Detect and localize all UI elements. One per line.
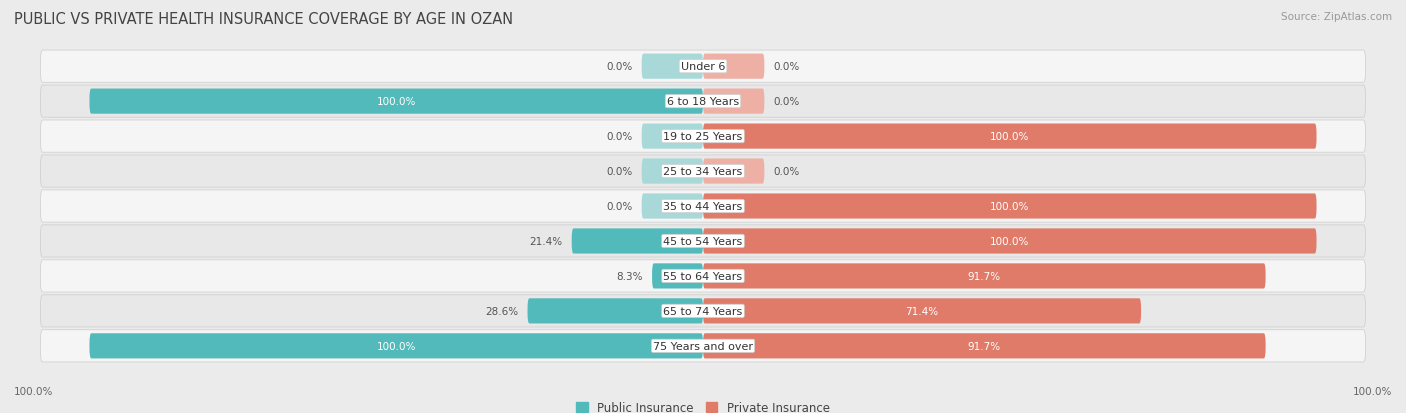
FancyBboxPatch shape: [703, 194, 1316, 219]
FancyBboxPatch shape: [41, 295, 1365, 327]
FancyBboxPatch shape: [41, 260, 1365, 292]
Text: 100.0%: 100.0%: [377, 97, 416, 107]
FancyBboxPatch shape: [703, 263, 1265, 289]
Text: 55 to 64 Years: 55 to 64 Years: [664, 271, 742, 281]
FancyBboxPatch shape: [703, 124, 1316, 150]
Text: 100.0%: 100.0%: [377, 341, 416, 351]
FancyBboxPatch shape: [41, 225, 1365, 257]
Text: 28.6%: 28.6%: [485, 306, 519, 316]
Text: 0.0%: 0.0%: [606, 132, 633, 142]
FancyBboxPatch shape: [41, 86, 1365, 118]
FancyBboxPatch shape: [652, 263, 703, 289]
FancyBboxPatch shape: [641, 55, 703, 80]
Text: 91.7%: 91.7%: [967, 341, 1001, 351]
Text: 100.0%: 100.0%: [990, 236, 1029, 247]
Text: 65 to 74 Years: 65 to 74 Years: [664, 306, 742, 316]
FancyBboxPatch shape: [41, 156, 1365, 188]
FancyBboxPatch shape: [641, 124, 703, 150]
FancyBboxPatch shape: [41, 51, 1365, 83]
FancyBboxPatch shape: [703, 89, 765, 114]
Text: 100.0%: 100.0%: [990, 202, 1029, 211]
Text: 0.0%: 0.0%: [606, 62, 633, 72]
Text: 71.4%: 71.4%: [905, 306, 939, 316]
FancyBboxPatch shape: [703, 299, 1142, 324]
Text: 45 to 54 Years: 45 to 54 Years: [664, 236, 742, 247]
Text: 100.0%: 100.0%: [990, 132, 1029, 142]
FancyBboxPatch shape: [703, 229, 1316, 254]
FancyBboxPatch shape: [41, 330, 1365, 362]
Text: 0.0%: 0.0%: [606, 202, 633, 211]
Text: 8.3%: 8.3%: [616, 271, 643, 281]
Text: 35 to 44 Years: 35 to 44 Years: [664, 202, 742, 211]
Text: 0.0%: 0.0%: [773, 166, 800, 177]
FancyBboxPatch shape: [703, 55, 765, 80]
FancyBboxPatch shape: [572, 229, 703, 254]
FancyBboxPatch shape: [703, 333, 1265, 358]
Text: 21.4%: 21.4%: [530, 236, 562, 247]
Text: Source: ZipAtlas.com: Source: ZipAtlas.com: [1281, 12, 1392, 22]
FancyBboxPatch shape: [41, 190, 1365, 223]
FancyBboxPatch shape: [641, 159, 703, 184]
Text: 6 to 18 Years: 6 to 18 Years: [666, 97, 740, 107]
Text: 0.0%: 0.0%: [773, 62, 800, 72]
Text: Under 6: Under 6: [681, 62, 725, 72]
Text: 100.0%: 100.0%: [1353, 387, 1392, 396]
Text: PUBLIC VS PRIVATE HEALTH INSURANCE COVERAGE BY AGE IN OZAN: PUBLIC VS PRIVATE HEALTH INSURANCE COVER…: [14, 12, 513, 27]
Text: 75 Years and over: 75 Years and over: [652, 341, 754, 351]
FancyBboxPatch shape: [527, 299, 703, 324]
Text: 91.7%: 91.7%: [967, 271, 1001, 281]
Legend: Public Insurance, Private Insurance: Public Insurance, Private Insurance: [576, 401, 830, 413]
FancyBboxPatch shape: [90, 333, 703, 358]
FancyBboxPatch shape: [641, 194, 703, 219]
FancyBboxPatch shape: [703, 159, 765, 184]
FancyBboxPatch shape: [41, 121, 1365, 153]
Text: 25 to 34 Years: 25 to 34 Years: [664, 166, 742, 177]
Text: 100.0%: 100.0%: [14, 387, 53, 396]
Text: 19 to 25 Years: 19 to 25 Years: [664, 132, 742, 142]
Text: 0.0%: 0.0%: [606, 166, 633, 177]
Text: 0.0%: 0.0%: [773, 97, 800, 107]
FancyBboxPatch shape: [90, 89, 703, 114]
